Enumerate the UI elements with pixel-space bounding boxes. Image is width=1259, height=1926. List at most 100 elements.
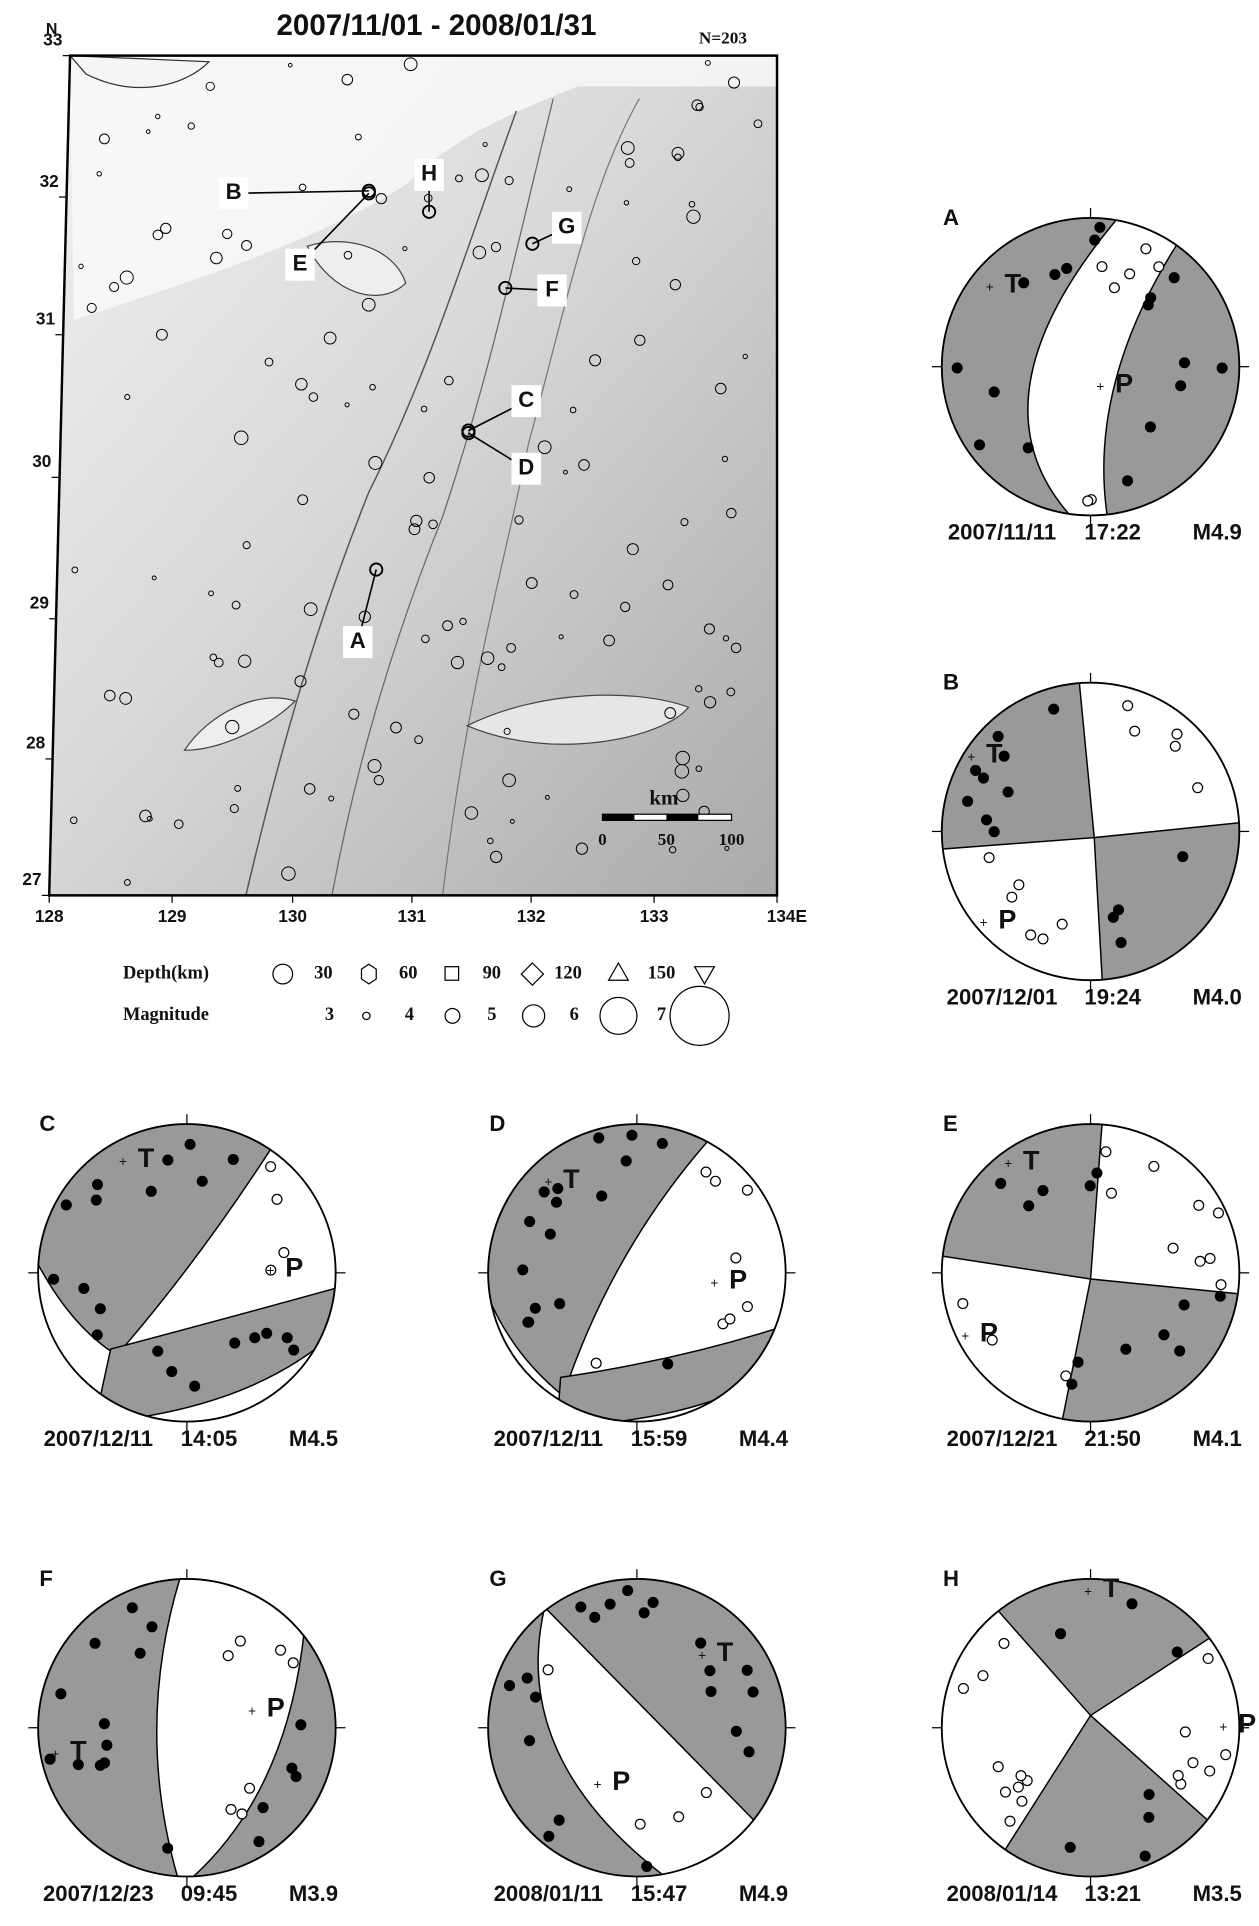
plus-marker: + — [51, 1746, 59, 1761]
polarity — [545, 1229, 555, 1239]
magnitude-value: 5 — [487, 1004, 496, 1024]
polarity — [1176, 381, 1186, 391]
polarity — [959, 1683, 969, 1693]
polarity — [1194, 1200, 1204, 1210]
mechanism-date: 2007/12/11 — [494, 1426, 604, 1451]
polarity — [979, 773, 989, 783]
polarity — [1175, 1346, 1185, 1356]
mechanism-time: 15:59 — [631, 1426, 688, 1451]
polarity — [1005, 1816, 1015, 1826]
polarity — [525, 1736, 535, 1746]
mechanism-time: 19:24 — [1084, 984, 1141, 1009]
polarity — [102, 1740, 112, 1750]
polarity — [648, 1598, 658, 1608]
polarity — [555, 1299, 565, 1309]
mechanism-id: A — [943, 205, 959, 230]
axis-label-p: P — [998, 904, 1016, 934]
polarity — [1195, 1256, 1205, 1266]
polarity — [282, 1333, 292, 1343]
polarity — [1221, 1750, 1231, 1760]
polarity — [1083, 496, 1093, 506]
page: 2007/11/01 - 2008/01/31 N=203 N km 0 50 … — [0, 0, 1259, 1926]
event-label: B — [226, 179, 242, 204]
lon-tick-label: 129 — [158, 906, 187, 926]
map-area — [49, 56, 777, 896]
polarity — [971, 766, 981, 776]
polarity — [963, 796, 973, 806]
polarity — [99, 1719, 109, 1729]
polarity — [993, 1762, 1003, 1772]
mechanism-panel: +T+P — [27, 1568, 347, 1888]
polarity — [952, 363, 962, 373]
mechanism-id: E — [943, 1111, 958, 1136]
polarity — [984, 853, 994, 863]
lat-tick-label: 30 — [32, 451, 51, 471]
polarity — [262, 1328, 272, 1338]
polarity — [245, 1783, 255, 1793]
polarity — [522, 1673, 532, 1683]
mechanism-date: 2007/12/01 — [947, 984, 1058, 1009]
polarity — [1179, 1300, 1189, 1310]
lat-tick-label: 28 — [26, 733, 46, 753]
mechanism-time: 21:50 — [1084, 1426, 1141, 1451]
mechanism-date: 2008/01/11 — [494, 1881, 604, 1906]
polarity — [1038, 934, 1048, 944]
depth-value: 30 — [314, 962, 332, 982]
polarity — [230, 1338, 240, 1348]
plus-marker: + — [967, 749, 975, 764]
polarity — [1168, 1243, 1178, 1253]
compressional-area — [931, 672, 1095, 850]
polarity — [1205, 1254, 1215, 1264]
axis-label-t: T — [563, 1164, 580, 1194]
depth-symbol — [273, 964, 293, 984]
mechanism-id: F — [39, 1566, 53, 1591]
polarity — [91, 1195, 101, 1205]
polarity — [1108, 912, 1118, 922]
lon-tick-label: 133 — [640, 906, 669, 926]
mechanism-date: 2008/01/14 — [947, 1881, 1058, 1906]
scale-bar-fill — [602, 814, 634, 820]
polarity — [711, 1176, 721, 1186]
axis-label-t: T — [1103, 1573, 1120, 1603]
event-label: E — [293, 250, 308, 275]
polarity — [657, 1139, 667, 1149]
legend: Depth(km) 30 60 90 120 150 Magnitude 3 4… — [123, 962, 729, 1045]
polarity — [1172, 1647, 1182, 1657]
polarity — [1056, 1629, 1066, 1639]
compressional-area — [1060, 1279, 1251, 1433]
polarity — [544, 1831, 554, 1841]
axis-label-p: P — [267, 1692, 285, 1722]
polarity — [982, 815, 992, 825]
depth-value: 90 — [483, 962, 501, 982]
polarity — [742, 1665, 752, 1675]
polarity — [163, 1843, 173, 1853]
polarity — [258, 1803, 268, 1813]
polarity — [61, 1200, 71, 1210]
map-title: 2007/11/01 - 2008/01/31 — [277, 9, 597, 42]
polarity — [1003, 787, 1013, 797]
plus-marker: + — [1004, 1156, 1012, 1171]
plus-marker: + — [267, 1263, 275, 1278]
polarity — [1014, 880, 1024, 890]
polarity — [531, 1692, 541, 1702]
scale-tick: 0 — [598, 830, 607, 849]
figure: 2007/11/01 - 2008/01/31 N=203 N km 0 50 … — [0, 0, 1259, 1926]
polarity — [1172, 729, 1182, 739]
event-label: H — [421, 161, 437, 186]
polarity — [1057, 919, 1067, 929]
polarity — [996, 1179, 1006, 1189]
polarity — [1123, 476, 1133, 486]
polarity — [250, 1333, 260, 1343]
polarity — [1141, 244, 1151, 254]
mechanism-panel: +T+P — [931, 1113, 1251, 1433]
plus-marker: + — [1084, 1584, 1092, 1599]
polarity — [1144, 1790, 1154, 1800]
polarity — [1097, 262, 1107, 272]
magnitude-value: 3 — [325, 1004, 334, 1024]
polarity — [1024, 1201, 1034, 1211]
axis-label-p: P — [1238, 1708, 1256, 1738]
event-label: G — [558, 214, 575, 239]
polarity — [518, 1265, 528, 1275]
polarity — [524, 1317, 534, 1327]
polarity — [594, 1133, 604, 1143]
